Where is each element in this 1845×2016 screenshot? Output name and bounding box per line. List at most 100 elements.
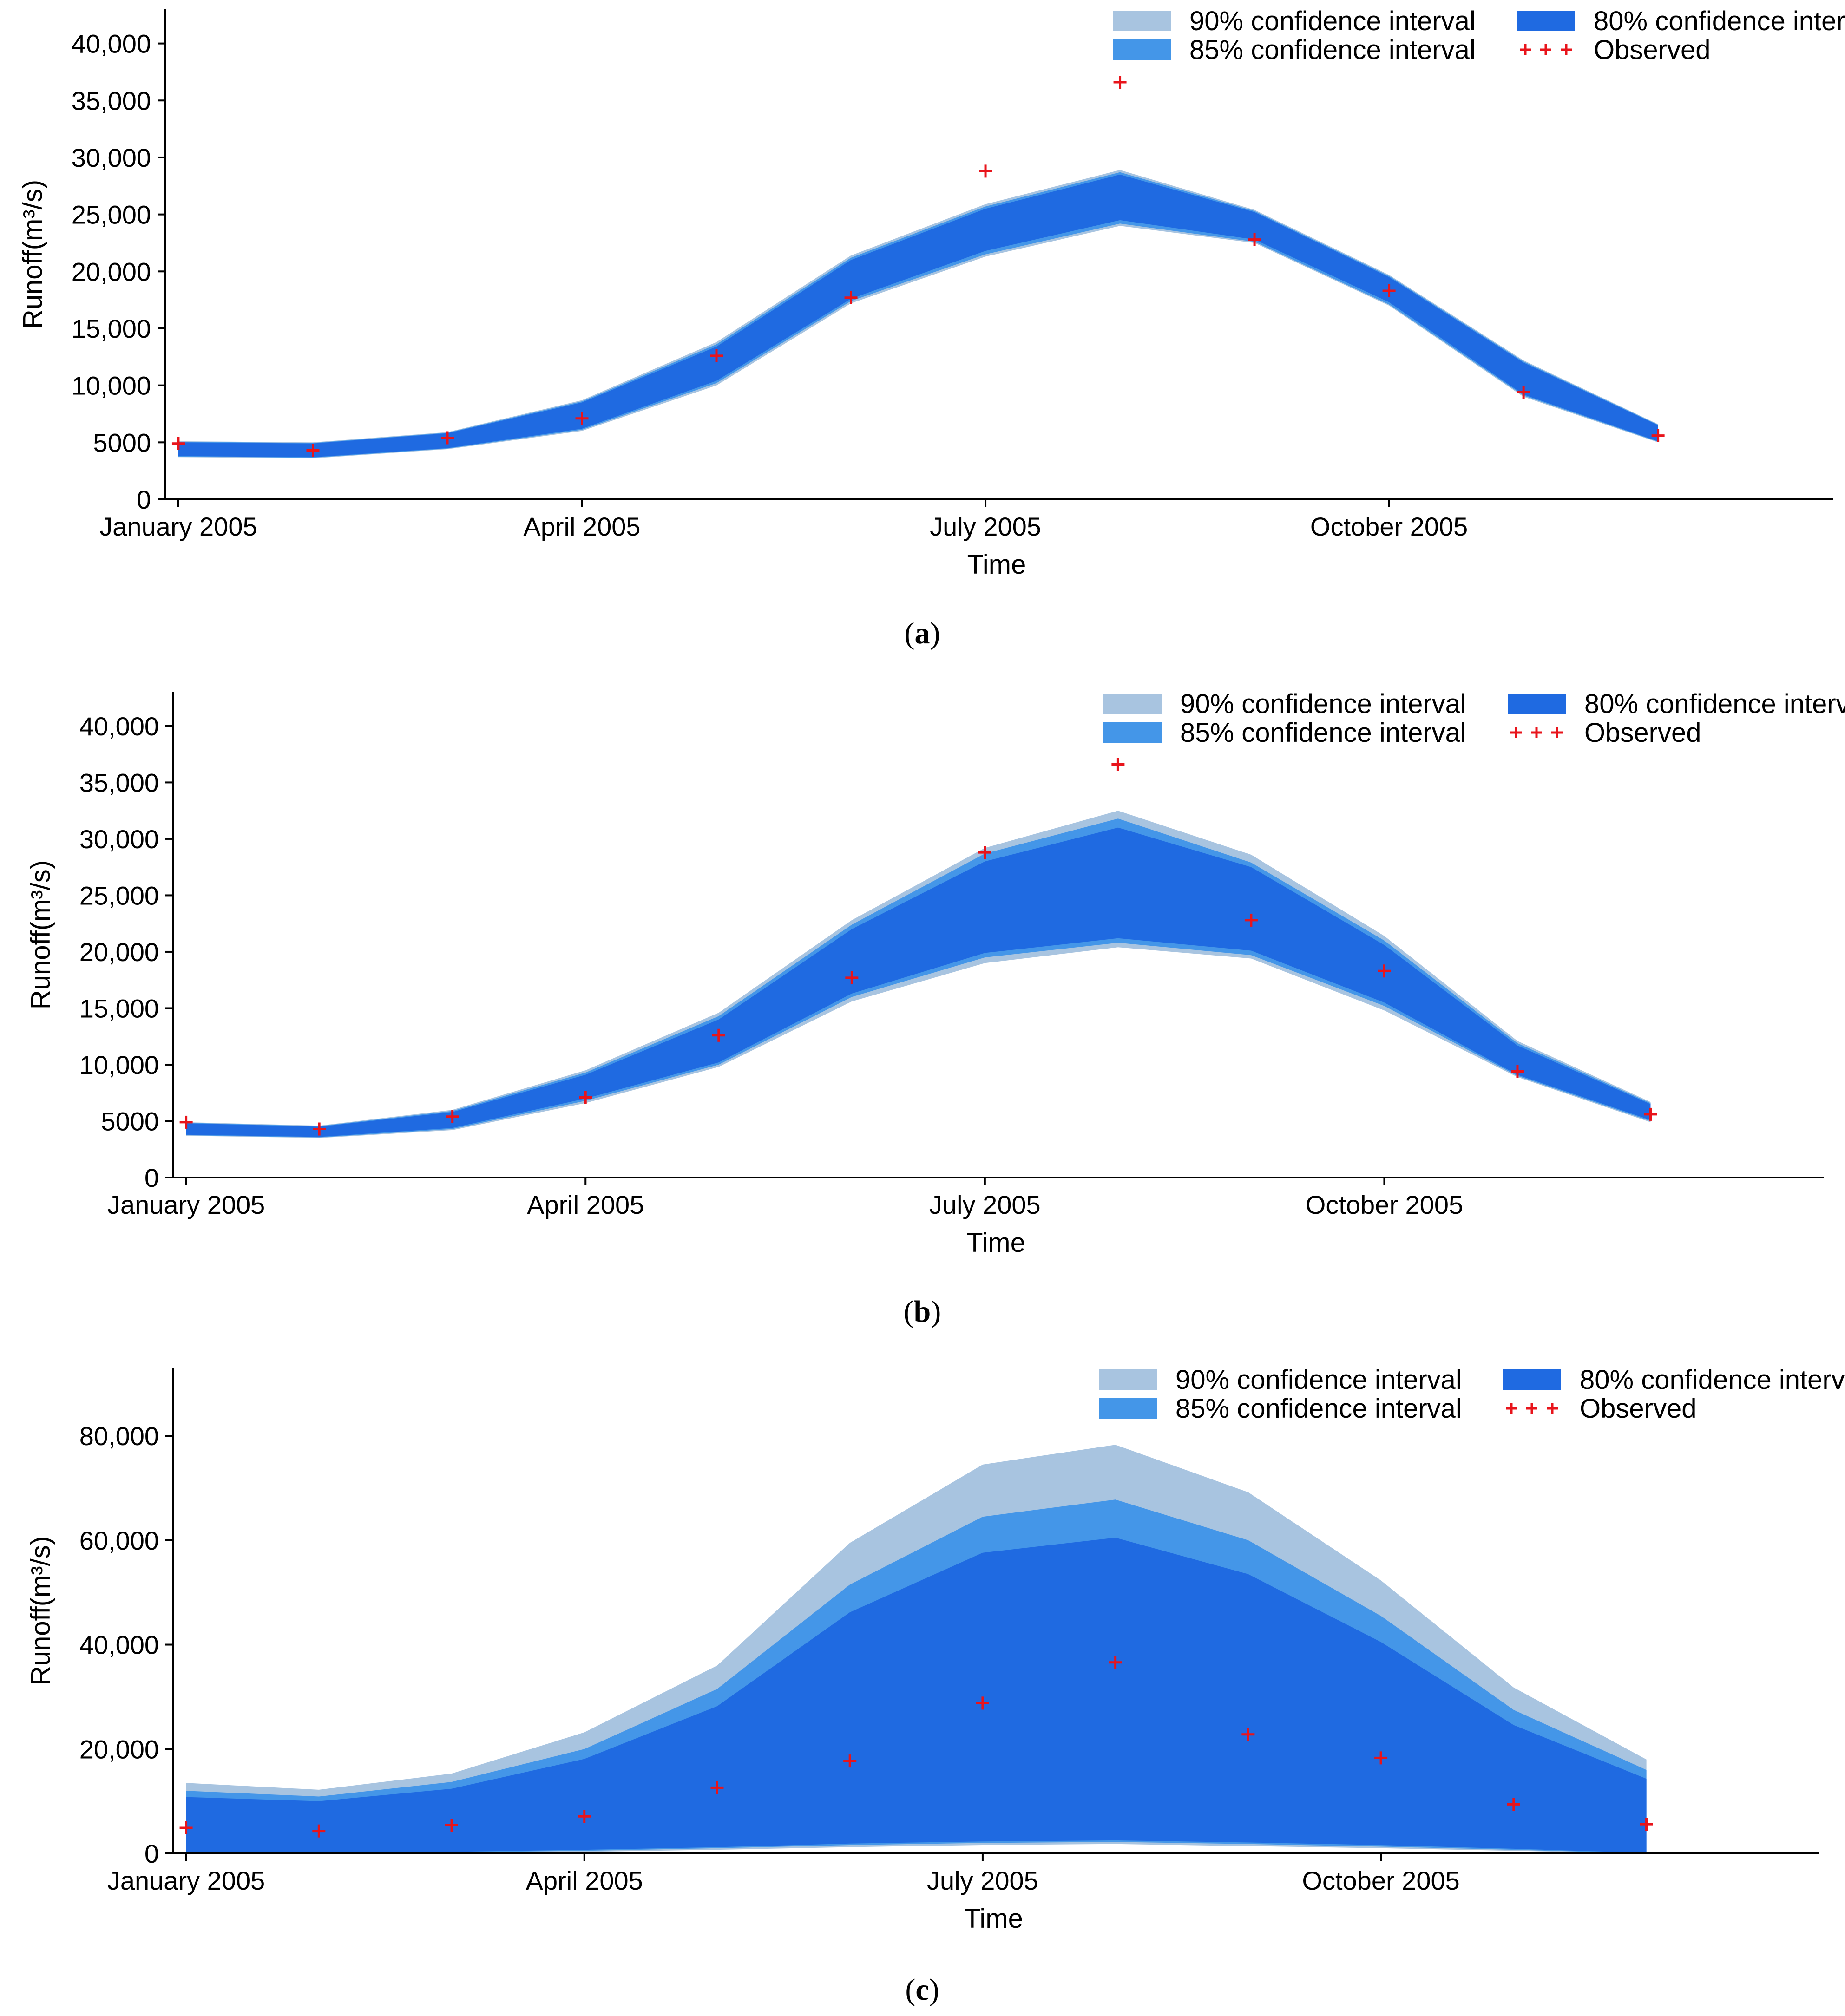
panel-label: (b) bbox=[904, 1295, 941, 1329]
legend-swatch bbox=[1113, 39, 1171, 60]
x-tick-label: October 2005 bbox=[1310, 512, 1468, 541]
legend-swatch bbox=[1517, 11, 1575, 31]
x-tick-label: April 2005 bbox=[526, 1866, 643, 1895]
observed-point bbox=[710, 349, 723, 362]
y-tick-label: 20,000 bbox=[72, 257, 151, 286]
y-tick-label: 60,000 bbox=[79, 1526, 159, 1555]
observed-point bbox=[1244, 913, 1258, 927]
observed-point bbox=[312, 1824, 326, 1838]
y-tick-label: 10,000 bbox=[79, 1050, 159, 1080]
x-axis-title: Time bbox=[967, 550, 1026, 580]
observed-point bbox=[1248, 233, 1261, 246]
observed-point bbox=[440, 431, 454, 445]
observed-point bbox=[306, 444, 320, 457]
legend-observed-symbol bbox=[1510, 727, 1563, 738]
observed-point bbox=[1644, 1107, 1657, 1121]
y-tick-label: 0 bbox=[137, 485, 151, 514]
legend-item: 80% confidence interval bbox=[1508, 689, 1845, 719]
legend-item: Observed bbox=[1506, 1394, 1696, 1424]
x-axis-title: Time bbox=[964, 1904, 1023, 1934]
y-tick-label: 5000 bbox=[93, 428, 151, 457]
observed-point bbox=[978, 846, 991, 859]
observed-point bbox=[976, 1696, 989, 1710]
y-tick-label: 40,000 bbox=[72, 29, 151, 59]
observed-point bbox=[179, 1821, 193, 1834]
observed-point bbox=[1651, 429, 1665, 442]
observed-point bbox=[1374, 1751, 1388, 1765]
y-tick-label: 5000 bbox=[101, 1106, 159, 1136]
legend-label: 85% confidence interval bbox=[1189, 35, 1476, 65]
legend-label: 90% confidence interval bbox=[1180, 689, 1466, 719]
observed-point bbox=[313, 1122, 326, 1136]
legend-swatch bbox=[1099, 1398, 1157, 1419]
y-tick-label: 30,000 bbox=[79, 825, 159, 854]
observed-point bbox=[575, 412, 589, 425]
x-tick-label: April 2005 bbox=[527, 1190, 644, 1219]
x-tick-label: January 2005 bbox=[107, 1866, 265, 1895]
y-tick-label: 25,000 bbox=[72, 200, 151, 229]
observed-point bbox=[712, 1028, 725, 1042]
y-tick-label: 35,000 bbox=[72, 86, 151, 115]
observed-point bbox=[1517, 386, 1530, 399]
y-tick-label: 35,000 bbox=[79, 768, 159, 797]
observed-point bbox=[843, 1754, 857, 1768]
y-tick-label: 30,000 bbox=[72, 143, 151, 172]
legend-label: 85% confidence interval bbox=[1175, 1394, 1462, 1424]
legend-swatch bbox=[1113, 11, 1171, 31]
y-tick-label: 0 bbox=[144, 1163, 159, 1192]
legend-item: 80% confidence interval bbox=[1503, 1365, 1845, 1395]
band-80pct-ci bbox=[186, 827, 1651, 1137]
observed-point bbox=[1111, 758, 1125, 771]
y-tick-label: 10,000 bbox=[72, 371, 151, 400]
x-axis-title: Time bbox=[966, 1228, 1025, 1258]
legend-item: 85% confidence interval bbox=[1103, 718, 1466, 748]
legend-item: 90% confidence interval bbox=[1103, 689, 1466, 719]
y-tick-label: 20,000 bbox=[79, 1735, 159, 1764]
observed-point bbox=[1382, 284, 1396, 298]
legend-item: 85% confidence interval bbox=[1099, 1394, 1462, 1424]
band-80pct-ci bbox=[178, 174, 1658, 458]
band-80pct-ci bbox=[186, 1538, 1647, 1853]
observed-point bbox=[1640, 1818, 1653, 1831]
chart-panel-b: 0 5000 10,000 15,000 20,000 25,000 30,000 35,00… bbox=[26, 689, 1845, 1329]
observed-point bbox=[578, 1810, 591, 1823]
legend-swatch bbox=[1503, 1369, 1561, 1390]
legend-label: Observed bbox=[1580, 1394, 1696, 1424]
legend-swatch bbox=[1508, 694, 1566, 714]
x-tick-label: July 2005 bbox=[927, 1866, 1038, 1895]
panel-label: (a) bbox=[905, 616, 940, 650]
y-tick-label: 80,000 bbox=[79, 1421, 159, 1451]
observed-point bbox=[710, 1781, 724, 1794]
x-tick-label: October 2005 bbox=[1302, 1866, 1459, 1895]
chart-panel-a: 0 5000 10,000 15,000 20,000 25,000 30,000 35,00… bbox=[18, 6, 1845, 650]
observed-point bbox=[1109, 1656, 1122, 1669]
observed-point bbox=[844, 291, 858, 304]
legend-label: 80% confidence interval bbox=[1584, 689, 1845, 719]
x-tick-label: January 2005 bbox=[99, 512, 257, 541]
legend-swatch bbox=[1103, 722, 1162, 743]
y-tick-label: 40,000 bbox=[79, 712, 159, 741]
observed-point bbox=[445, 1819, 459, 1832]
y-tick-label: 25,000 bbox=[79, 881, 159, 910]
legend-item: 80% confidence interval bbox=[1517, 6, 1845, 36]
y-axis-title: Runoff(m³/s) bbox=[26, 860, 56, 1009]
x-tick-label: October 2005 bbox=[1306, 1190, 1463, 1219]
observed-point bbox=[1241, 1728, 1255, 1741]
legend-swatch bbox=[1099, 1369, 1157, 1390]
observed-point bbox=[1510, 1065, 1524, 1078]
chart-panel-c: 0 20,000 40,000 60,000 80,000 January 2005 Apr… bbox=[26, 1365, 1845, 2007]
observed-point bbox=[179, 1115, 193, 1129]
observed-point bbox=[1113, 76, 1127, 89]
observed-point bbox=[1378, 964, 1391, 978]
legend-observed-symbol bbox=[1506, 1403, 1558, 1414]
legend-label: 90% confidence interval bbox=[1175, 1365, 1462, 1395]
legend-label: 85% confidence interval bbox=[1180, 718, 1466, 748]
x-tick-label: July 2005 bbox=[929, 1190, 1041, 1219]
legend-label: Observed bbox=[1594, 35, 1710, 65]
y-tick-label: 0 bbox=[144, 1839, 159, 1868]
legend-label: 90% confidence interval bbox=[1189, 6, 1476, 36]
y-tick-label: 40,000 bbox=[79, 1630, 159, 1660]
legend-label: Observed bbox=[1584, 718, 1701, 748]
x-tick-label: January 2005 bbox=[107, 1190, 265, 1219]
